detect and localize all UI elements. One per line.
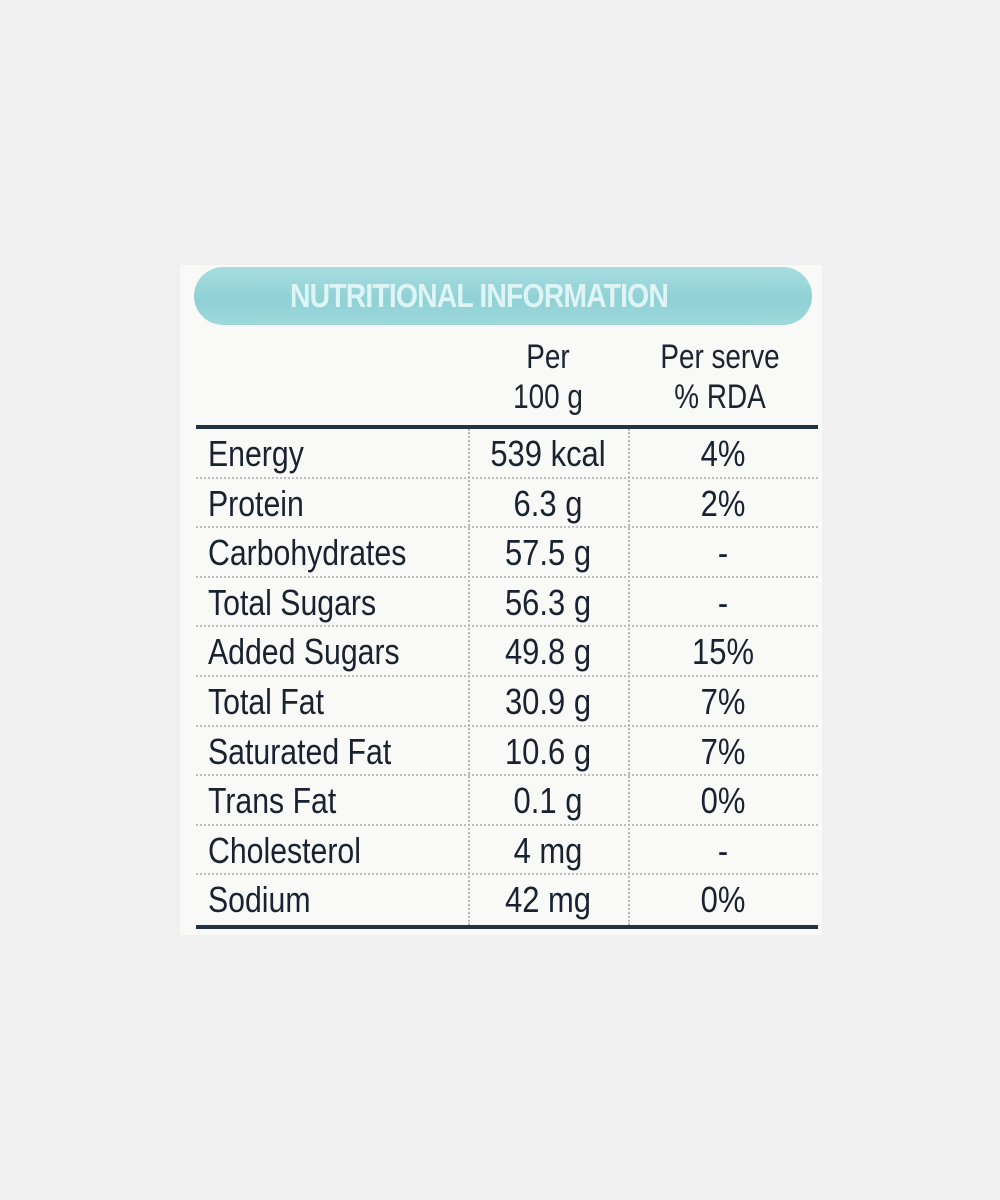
nutrient-rda: -	[717, 581, 729, 623]
table-row: Total Sugars 56.3 g -	[196, 578, 818, 628]
nutrient-table: Energy 539 kcal 4% Protein 6.3 g 2% Carb…	[196, 429, 818, 925]
nutrient-rda: 2%	[700, 482, 746, 524]
table-row: Cholesterol 4 mg -	[196, 826, 818, 876]
column-divider	[468, 429, 470, 925]
nutrient-per-100g: 0.1 g	[513, 780, 583, 822]
nutrient-name: Total Fat	[208, 680, 324, 722]
nutrient-rda: -	[717, 532, 729, 574]
table-bottom-rule	[196, 925, 818, 929]
column-header-per-serve-line2: % RDA	[674, 378, 766, 416]
nutrient-per-100g: 6.3 g	[513, 482, 583, 524]
column-header-per-serve-line1: Per serve	[660, 338, 780, 376]
nutrient-name: Saturated Fat	[208, 730, 392, 772]
nutrient-rda: 0%	[700, 780, 746, 822]
nutrient-rda: 0%	[700, 879, 746, 921]
nutrient-per-100g: 539 kcal	[490, 433, 606, 474]
table-row: Trans Fat 0.1 g 0%	[196, 776, 818, 826]
nutrient-per-100g: 56.3 g	[504, 581, 592, 623]
label-title: NUTRITIONAL INFORMATION	[290, 277, 669, 314]
nutrient-per-100g: 4 mg	[513, 829, 583, 871]
table-row: Total Fat 30.9 g 7%	[196, 677, 818, 727]
table-row: Saturated Fat 10.6 g 7%	[196, 727, 818, 777]
nutrient-rda: 15%	[692, 631, 754, 673]
nutrient-per-100g: 30.9 g	[504, 680, 592, 722]
nutrient-rda: 7%	[700, 680, 746, 722]
column-divider	[628, 429, 630, 925]
nutrient-per-100g: 49.8 g	[504, 631, 592, 673]
table-top-rule	[196, 425, 818, 429]
table-row: Protein 6.3 g 2%	[196, 479, 818, 529]
column-header-per-100g: Per 100 g	[491, 337, 606, 417]
table-row: Energy 539 kcal 4%	[196, 429, 818, 479]
nutrient-name: Cholesterol	[208, 829, 361, 871]
column-header-per-serve: Per serve % RDA	[645, 337, 796, 417]
nutrient-name: Energy	[208, 433, 304, 474]
table-row: Sodium 42 mg 0%	[196, 875, 818, 925]
nutrient-rda: -	[717, 829, 729, 871]
nutrient-name: Carbohydrates	[208, 532, 407, 574]
nutrient-name: Trans Fat	[208, 780, 337, 822]
nutrient-rda: 7%	[700, 730, 746, 772]
nutrient-per-100g: 57.5 g	[504, 532, 592, 574]
nutrient-name: Added Sugars	[208, 631, 400, 673]
nutrition-label: NUTRITIONAL INFORMATION Per 100 g Per se…	[180, 265, 822, 935]
nutrient-per-100g: 10.6 g	[504, 730, 592, 772]
nutrient-name: Sodium	[208, 879, 311, 921]
column-header-per-100g-line1: Per	[526, 338, 570, 376]
table-row: Added Sugars 49.8 g 15%	[196, 627, 818, 677]
nutrient-name: Protein	[208, 482, 304, 524]
nutrient-name: Total Sugars	[208, 581, 377, 623]
nutrient-per-100g: 42 mg	[504, 879, 592, 921]
nutrient-rda: 4%	[700, 433, 746, 474]
column-header-per-100g-line2: 100 g	[513, 378, 583, 416]
table-row: Carbohydrates 57.5 g -	[196, 528, 818, 578]
title-banner: NUTRITIONAL INFORMATION	[194, 267, 812, 325]
